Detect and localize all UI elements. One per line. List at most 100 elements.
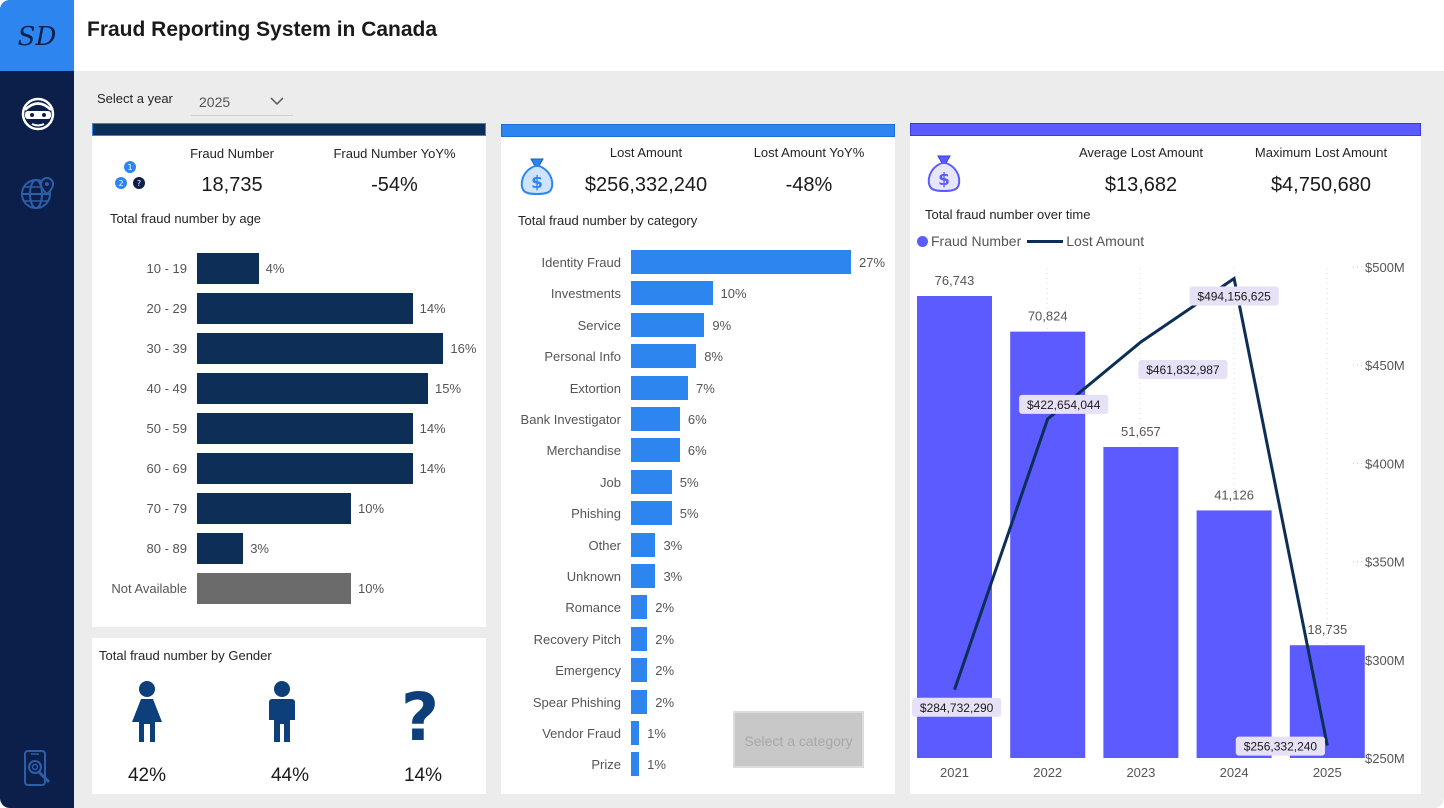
category-bar: [631, 407, 680, 431]
category-label: Emergency: [555, 663, 621, 679]
age-category-label: 30 - 39: [146, 341, 187, 356]
line-data-label: $284,732,290: [920, 701, 994, 715]
globe-location-icon[interactable]: [19, 174, 57, 212]
question-mark-icon: ?: [400, 679, 440, 756]
svg-text:?: ?: [137, 179, 141, 188]
age-bar: [197, 493, 351, 524]
age-bar: [197, 373, 428, 404]
year-filter-label: Select a year: [97, 91, 173, 106]
category-bar: [631, 375, 689, 400]
female-percent: 42%: [127, 765, 167, 786]
thief-mask-icon[interactable]: [19, 94, 57, 132]
line-data-label: $256,332,240: [1244, 740, 1318, 754]
category-bar: [631, 501, 672, 526]
lost-yoy-label: Lost Amount YoY%: [753, 145, 865, 160]
trend-chart-title: Total fraud number over time: [925, 207, 1091, 222]
trend-legend[interactable]: Fraud Number Lost Amount: [917, 233, 1144, 249]
money-bag-icon: $: [516, 155, 558, 197]
legend-bar-marker: [917, 235, 928, 247]
category-bar: [631, 595, 648, 620]
numbered-steps-icon: 1 2 ?: [110, 158, 150, 194]
lost-panel: [501, 137, 895, 794]
lost-panel-band: [501, 124, 895, 137]
x-tick-label: 2024: [1220, 765, 1249, 780]
category-bar: [631, 532, 656, 557]
age-category-label: 10 - 19: [146, 261, 187, 276]
age-bar: [197, 413, 413, 444]
category-label: Romance: [565, 600, 621, 616]
category-bar: [631, 281, 713, 306]
x-tick-label: 2021: [940, 765, 969, 780]
age-category-label: Not Available: [111, 581, 187, 596]
svg-text:$: $: [938, 170, 950, 190]
category-slicer[interactable]: Select a category: [733, 711, 864, 768]
y2-tick-label: $450M: [1365, 358, 1405, 373]
age-category-label: 80 - 89: [146, 541, 187, 556]
category-bar-label: 5%: [679, 474, 699, 490]
category-bar: [631, 721, 640, 745]
age-bar: [197, 453, 413, 484]
lost-amount-line: [953, 275, 1329, 746]
money-bag-icon: $: [923, 152, 965, 194]
svg-text:2: 2: [118, 179, 123, 188]
category-bar-label: 6%: [687, 412, 707, 427]
age-bar-label: 14%: [419, 461, 446, 476]
logo[interactable]: SD: [0, 0, 74, 71]
age-bar-label: 14%: [419, 301, 446, 316]
category-bar: [631, 312, 705, 337]
male-percent: 44%: [270, 765, 310, 786]
svg-text:1: 1: [127, 163, 132, 172]
year-dropdown[interactable]: 2025: [191, 86, 293, 116]
category-label: Extortion: [569, 380, 621, 396]
age-chart-title: Total fraud number by age: [110, 211, 262, 226]
age-bar-label: 4%: [265, 261, 285, 276]
line-data-label: $461,832,987: [1146, 363, 1220, 377]
line-data-label: $494,156,625: [1197, 289, 1271, 303]
phone-search-icon[interactable]: [19, 748, 57, 786]
lost-yoy-value: -48%: [785, 174, 833, 196]
category-bar-label: 7%: [696, 380, 715, 396]
y2-tick-label: $350M: [1365, 555, 1405, 570]
category-bar: [631, 344, 697, 369]
category-bar-label: 6%: [687, 443, 707, 459]
category-bar-label: 3%: [663, 569, 683, 584]
age-category-label: 60 - 69: [146, 461, 187, 476]
trend-bar-label: 41,126: [1214, 487, 1254, 502]
age-bar-label: 3%: [250, 541, 269, 556]
age-bar-label: 10%: [358, 501, 385, 516]
category-bar: [631, 658, 648, 683]
y2-tick-label: $300M: [1365, 653, 1405, 668]
category-label: Investments: [550, 286, 621, 302]
category-bar: [631, 438, 680, 463]
fraud-number-value: 18,735: [201, 174, 263, 196]
category-bar-label: 3%: [663, 537, 683, 553]
category-chart-title: Total fraud number by category: [518, 213, 698, 228]
category-bar-label: 2%: [655, 694, 675, 710]
category-label: Phishing: [571, 506, 621, 522]
gender-chart-title: Total fraud number by Gender: [99, 648, 272, 663]
category-label: Service: [577, 317, 621, 333]
y2-tick-label: $400M: [1365, 456, 1405, 471]
category-bar: [631, 752, 640, 777]
chevron-down-icon: [270, 97, 284, 106]
line-data-label-bg: [1138, 359, 1228, 379]
x-tick-label: 2022: [1033, 765, 1062, 780]
category-bar-label: 2%: [655, 631, 675, 647]
trend-bar-label: 18,735: [1307, 622, 1347, 637]
category-bar-label: 1%: [647, 757, 666, 773]
age-bar-label: 10%: [358, 581, 385, 596]
category-bar-label: 10%: [720, 286, 747, 302]
y2-tick-label: $500M: [1365, 260, 1405, 275]
category-label: Recovery Pitch: [533, 631, 621, 647]
legend-fraud-number: Fraud Number: [931, 233, 1022, 249]
unknown-gender-percent: 14%: [403, 765, 443, 786]
trend-bar-label: 51,657: [1121, 424, 1161, 439]
x-tick-label: 2025: [1313, 765, 1342, 780]
maximum-lost-value: $4,750,680: [1270, 174, 1372, 196]
svg-text:$: $: [531, 173, 543, 193]
legend-line-marker: [1027, 239, 1064, 243]
trend-bar: [917, 296, 992, 758]
category-bar: [631, 469, 672, 494]
category-bar: [631, 564, 656, 588]
